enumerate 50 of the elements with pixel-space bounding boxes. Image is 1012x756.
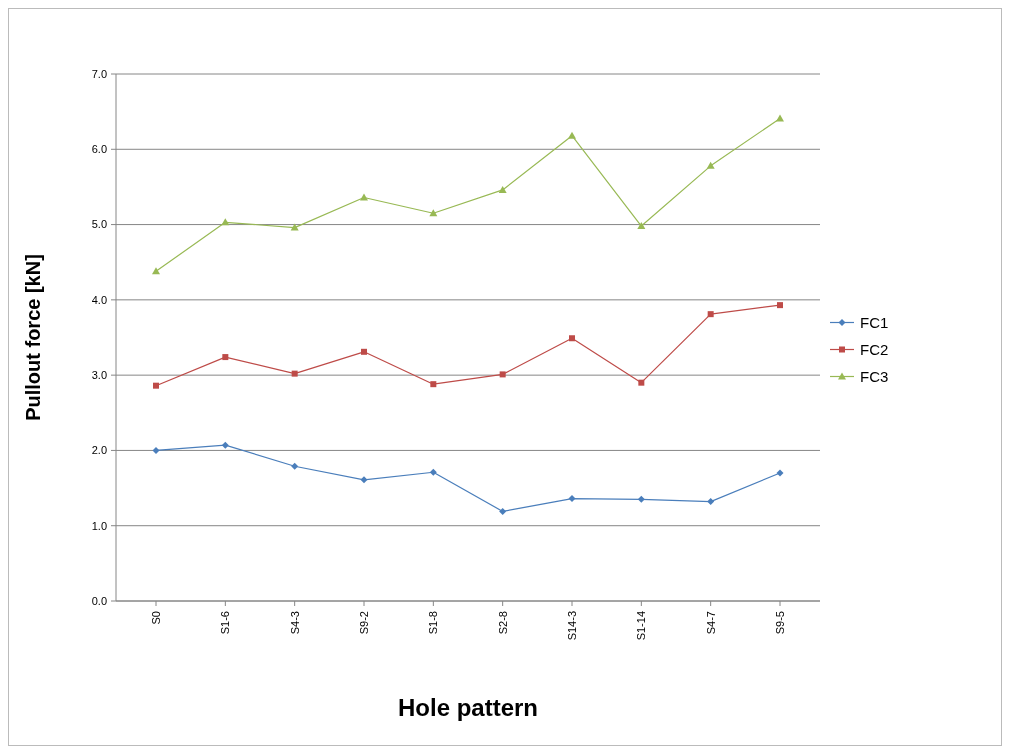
y-axis-title: Pullout force [kN] (22, 254, 44, 421)
y-tick-label: 4.0 (91, 293, 107, 306)
legend-label: FC3 (860, 367, 889, 385)
point (707, 498, 715, 506)
x-tick-label: S9-5 (774, 611, 786, 635)
x-tick-label: S4-7 (704, 611, 717, 635)
x-axis-title: Hole pattern (397, 694, 539, 721)
x-tick-label: S4-3 (288, 611, 301, 635)
x-tick-label: S1-14 (635, 611, 648, 641)
y-tick-label: 1.0 (91, 519, 107, 532)
point (638, 379, 645, 386)
y-tick-label: 7.0 (91, 67, 107, 80)
point (430, 381, 437, 388)
point (637, 495, 645, 503)
point (499, 507, 507, 515)
point (222, 354, 229, 361)
point (291, 462, 299, 470)
point (568, 495, 576, 503)
point (429, 468, 437, 476)
x-tick-label: S14-3 (566, 611, 578, 641)
point (361, 348, 367, 355)
point (706, 161, 715, 169)
x-tick-label: S1-8 (427, 611, 440, 635)
point (290, 223, 299, 231)
point (498, 185, 507, 193)
point (291, 370, 298, 377)
point (152, 446, 160, 454)
point (777, 302, 783, 309)
point (429, 209, 438, 217)
point (637, 222, 646, 230)
point (152, 267, 160, 275)
y-tick-label: 3.0 (91, 368, 107, 381)
y-tick-label: 5.0 (91, 218, 107, 231)
point (221, 441, 229, 449)
legend-label: FC1 (860, 313, 889, 331)
point (776, 469, 784, 477)
x-tick-label: S0 (150, 611, 162, 625)
x-tick-label: S9-2 (358, 611, 370, 635)
x-tick-label: S2-8 (496, 611, 509, 635)
point (360, 476, 368, 484)
point (568, 131, 576, 139)
point (707, 311, 714, 318)
y-tick-label: 0.0 (91, 594, 107, 607)
y-tick-label: 6.0 (91, 143, 107, 156)
point (499, 371, 506, 378)
point (153, 382, 159, 389)
y-tick-label: 2.0 (91, 444, 107, 457)
legend-label: FC2 (860, 340, 889, 358)
x-tick-label: S1-6 (219, 611, 232, 635)
point (569, 335, 575, 342)
